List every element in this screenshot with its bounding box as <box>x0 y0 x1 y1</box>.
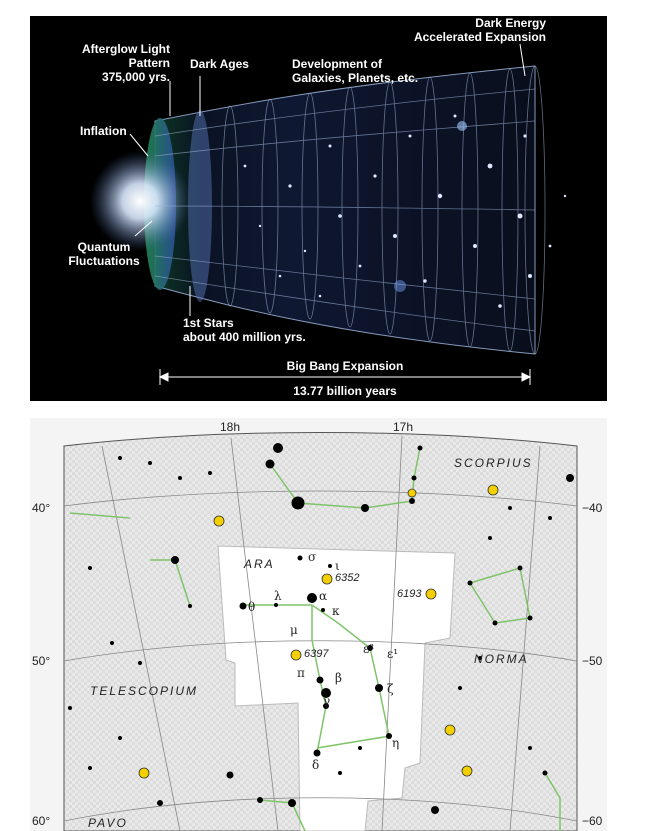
constellation-name-norma: NORMA <box>474 652 529 666</box>
star-label-epsilon1: ε¹ <box>387 647 399 661</box>
funnel-grid <box>154 65 546 355</box>
dark-ages-label: Dark Ages <box>190 57 249 71</box>
star-label-mu: μ <box>290 623 298 637</box>
constellation-name-pavo: PAVO <box>88 816 128 830</box>
constellation-name-telescopium: TELESCOPIUM <box>90 684 199 698</box>
quantum-fluctuations-label: Quantum Fluctuations <box>68 240 140 268</box>
star-chart-graphic <box>30 418 607 831</box>
star-label-epsilon2: ε² <box>363 642 375 656</box>
star-label-zeta: ζ <box>387 682 394 696</box>
star-label-eta: η <box>392 736 400 750</box>
ara-boundary-region <box>217 545 456 831</box>
pointer-lines <box>129 43 526 316</box>
development-label: Development of Galaxies, Planets, etc. <box>292 57 419 85</box>
declination-lines <box>63 490 578 822</box>
ngc-6352-label: 6352 <box>335 572 360 584</box>
cosmic-timeline-panel: Afterglow Light Pattern 375,000 yrs. Inf… <box>30 16 607 401</box>
inflation-label: Inflation <box>80 124 127 138</box>
star-label-delta: δ <box>312 758 320 772</box>
star-label-alpha: α <box>319 589 328 603</box>
star-label-lambda: λ <box>274 589 282 603</box>
timeline-illustration <box>90 43 567 385</box>
dec-label-right-50: −50 <box>582 654 603 668</box>
constellation-name-ara: ARA <box>244 557 275 571</box>
star-label-pi: π <box>297 666 305 680</box>
ara-star-chart: 18h 17h 40° 50° 60° −40 −50 −60 SCORPIUS… <box>30 418 607 831</box>
dec-label-left-50: 50° <box>32 654 51 668</box>
ra-label-18h: 18h <box>220 420 241 434</box>
star-label-sigma: σ <box>308 550 317 564</box>
star-clusters <box>138 484 499 779</box>
dark-energy-label: Dark Energy Accelerated Expansion <box>413 16 546 44</box>
star-label-iota: ι <box>335 559 340 573</box>
galaxy-dots <box>243 114 567 308</box>
first-stars-label: 1st Stars about 400 million yrs. <box>183 316 306 344</box>
big-bang-flash <box>90 151 190 251</box>
stars <box>68 443 574 814</box>
star-label-gamma: γ <box>323 694 331 708</box>
ngc-6397-label: 6397 <box>304 648 329 660</box>
duration-arrow <box>158 369 532 385</box>
big-bang-expansion-label: Big Bang Expansion <box>286 359 404 373</box>
ngc-6193-label: 6193 <box>397 588 422 600</box>
star-label-theta: θ <box>248 600 256 614</box>
star-label-beta: β <box>335 671 342 685</box>
right-ascension-lines <box>101 435 541 831</box>
constellation-name-scorpius: SCORPIUS <box>454 456 533 470</box>
duration-label: 13.77 billion years <box>293 384 397 398</box>
dec-label-right-40: −40 <box>582 501 603 515</box>
dec-label-left-40: 40° <box>32 501 51 515</box>
star-label-kappa: κ <box>332 604 340 618</box>
dec-label-left-60: 60° <box>32 814 51 828</box>
dec-label-right-60: −60 <box>582 814 603 828</box>
ra-label-17h: 17h <box>393 420 414 434</box>
afterglow-label: Afterglow Light Pattern 375,000 yrs. <box>82 42 170 84</box>
